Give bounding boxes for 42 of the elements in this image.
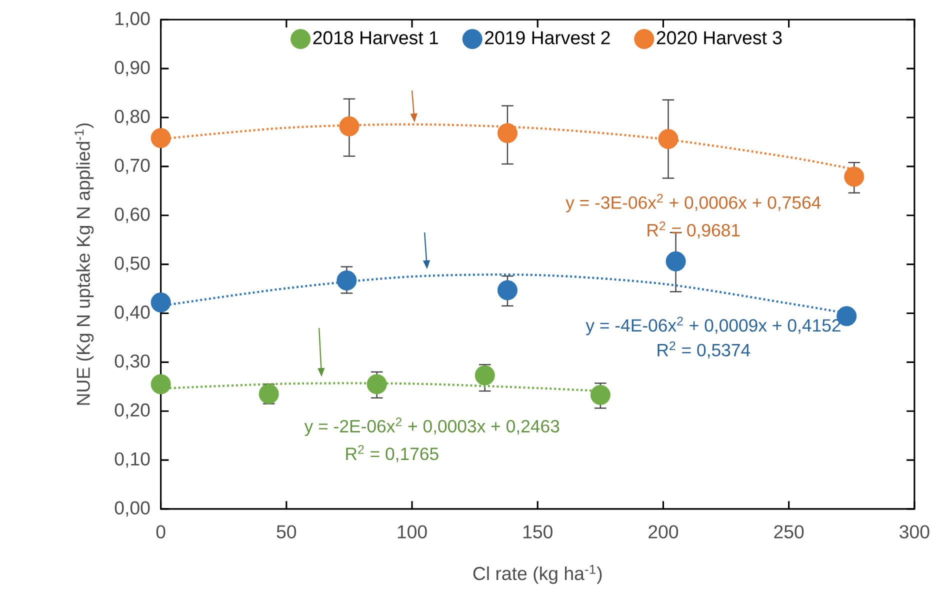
y-tick-label: 0,50 [114, 256, 150, 272]
point [339, 116, 360, 136]
y-tick-label: 0,30 [114, 354, 150, 370]
x-tick-label: 250 [774, 525, 804, 538]
x-tick-label: 200 [648, 525, 678, 538]
y-tick-label: 0,70 [114, 158, 150, 174]
point [336, 270, 357, 290]
point [666, 251, 686, 272]
annotation: R$^{2}$ = 0,1765 [346, 445, 438, 462]
point [366, 374, 387, 394]
annotation: y = -3E-06x$^{2}$ + 0,0006x + 0,7564 [566, 194, 821, 212]
annotation: R$^{2}$ = 0,5374 [658, 341, 750, 358]
y-tick-label: 0,90 [114, 60, 150, 76]
y-tick-label: 0,20 [114, 403, 150, 419]
point [844, 166, 864, 187]
point [658, 128, 678, 150]
y-tick-label: 0,60 [114, 208, 150, 224]
y-tick-label: 1,00 [116, 12, 150, 28]
point [150, 292, 171, 312]
x-tick-label: 50 [276, 525, 296, 538]
y-tick-label: 0,00 [114, 501, 150, 517]
legend-label: 2018 Harvest 1 [313, 31, 438, 44]
x-axis-title: Cl rate (kg ha$^{-1}$) [473, 564, 602, 584]
x-tick-label: 100 [398, 525, 427, 538]
x-tick-label: 150 [523, 525, 552, 538]
annotation: y = -4E-06x$^{2}$ + 0,0009x + 0,4152 [586, 316, 840, 336]
annotation: y = -2E-06x$^{2}$ + 0,0003x + 0,2463 [304, 417, 560, 436]
x-tick-label: 300 [900, 525, 930, 538]
y-tick-label: 0,40 [114, 305, 150, 321]
point [497, 280, 518, 300]
point [497, 123, 518, 144]
y-tick-label: 0,80 [114, 110, 150, 126]
point [150, 128, 171, 148]
legend-label: 2019 Harvest 2 [485, 31, 610, 44]
legend-label: 2020 Harvest 3 [656, 31, 782, 44]
y-tick-label: 0,10 [114, 452, 150, 468]
point [590, 384, 610, 405]
y-axis-title: NUE (Kg N uptake Kg N applied$^{-1}$) [74, 123, 94, 405]
point [258, 384, 279, 404]
x-tick-label: 0 [156, 525, 166, 538]
annotation: R$^{2}$ = 0,9681 [648, 221, 740, 239]
point [150, 374, 171, 394]
